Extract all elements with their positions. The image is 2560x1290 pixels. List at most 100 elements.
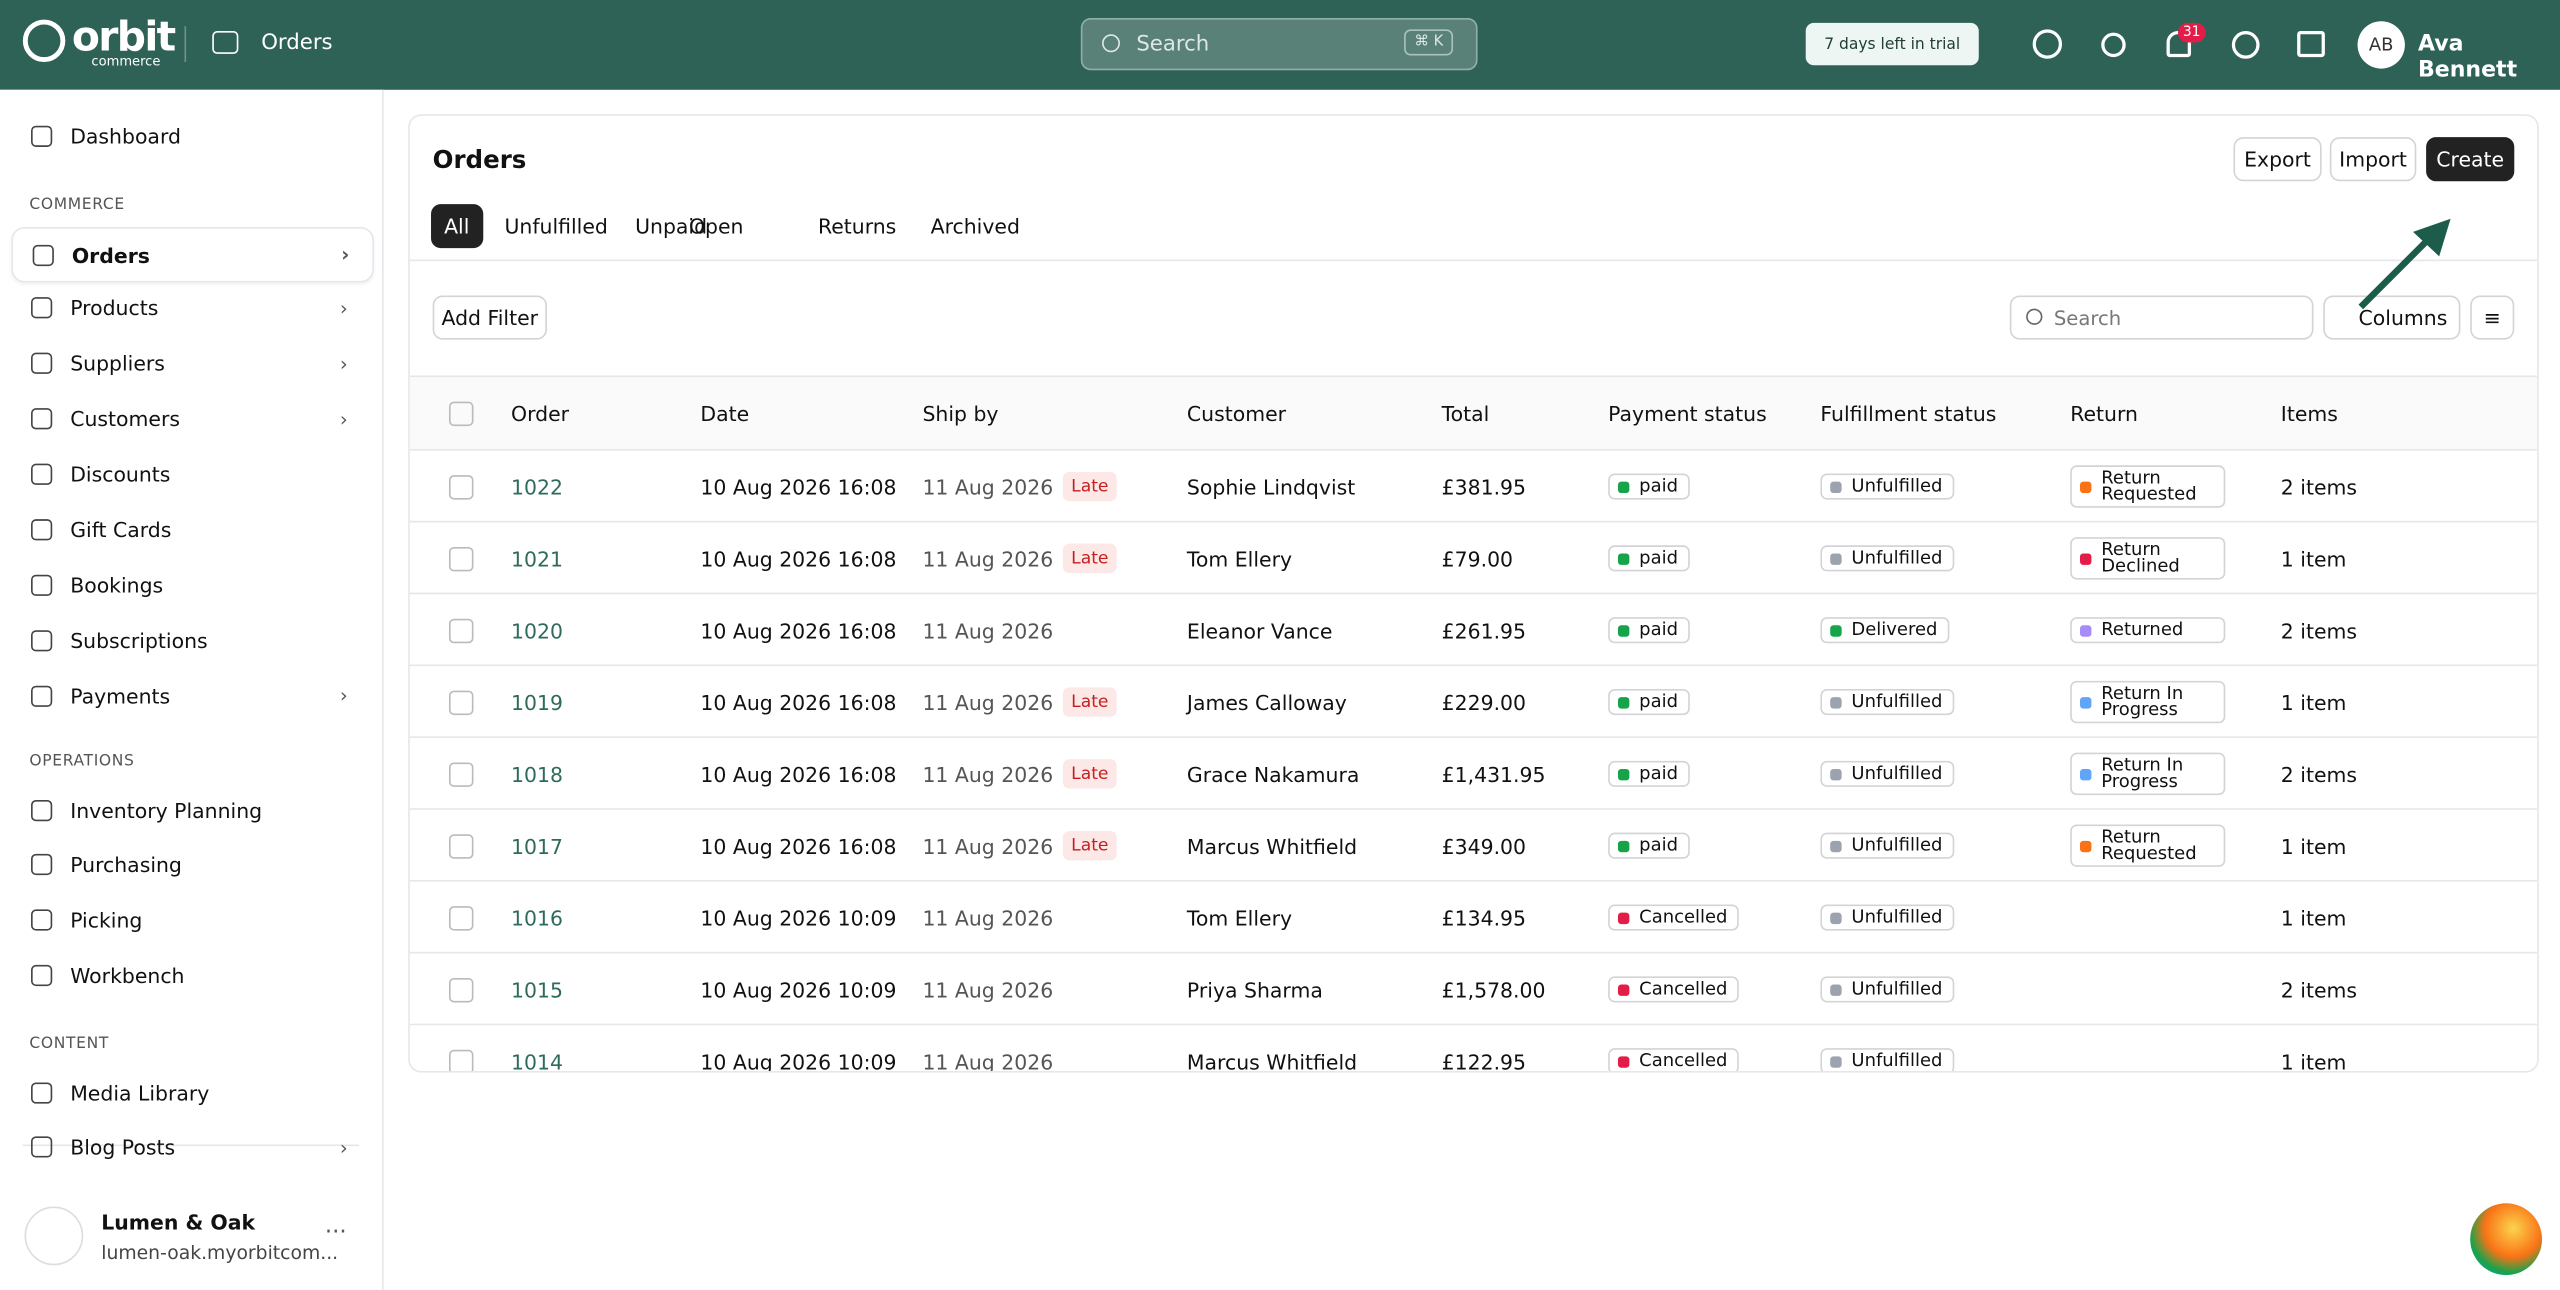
column-header[interactable]: Customer bbox=[1186, 400, 1287, 426]
row-select[interactable] bbox=[448, 522, 474, 594]
nav-item[interactable]: Picking bbox=[11, 894, 370, 946]
table-search[interactable]: Search bbox=[2009, 295, 2314, 340]
status-text: Delivered bbox=[1851, 618, 1938, 640]
order-cell[interactable]: 1019 bbox=[511, 666, 563, 738]
ship-by-cell: 11 Aug 2026 Late bbox=[922, 738, 1117, 810]
nav-item[interactable]: Media Library bbox=[11, 1066, 370, 1118]
tab[interactable]: Unfulfilled bbox=[491, 204, 620, 248]
table-row[interactable]: 1017 10 Aug 2026 16:08 11 Aug 2026 Late Marc… bbox=[409, 808, 2538, 882]
sidebar-toggle[interactable] bbox=[212, 31, 239, 54]
add-filter[interactable]: Add Filter bbox=[432, 295, 547, 340]
table-row[interactable]: 1016 10 Aug 2026 10:09 11 Aug 2026 Tom Elle… bbox=[409, 879, 2538, 954]
checkbox[interactable] bbox=[448, 546, 474, 571]
column-header[interactable]: Ship by bbox=[922, 400, 999, 426]
nav-item[interactable]: Orders › bbox=[11, 226, 374, 283]
checkbox[interactable] bbox=[448, 400, 474, 426]
checkbox[interactable] bbox=[448, 977, 474, 1002]
order-cell[interactable]: 1020 bbox=[511, 594, 563, 666]
column-header[interactable]: Order bbox=[511, 400, 570, 426]
table-row[interactable]: 1021 10 Aug 2026 16:08 11 Aug 2026 Late Tom … bbox=[409, 520, 2538, 594]
nav-item[interactable]: Customers › bbox=[11, 393, 370, 445]
column-header[interactable]: Fulfillment status bbox=[1820, 400, 1997, 426]
order-cell[interactable]: 1022 bbox=[511, 451, 563, 523]
tab[interactable]: Archived bbox=[918, 204, 1033, 248]
total-cell: £79.00 bbox=[1442, 522, 1513, 594]
checkbox[interactable] bbox=[448, 1048, 474, 1072]
select-all[interactable] bbox=[448, 377, 474, 449]
nav-item[interactable]: Dashboard bbox=[11, 109, 370, 161]
order-cell[interactable]: 1016 bbox=[511, 882, 563, 954]
nav-item[interactable]: Gift Cards bbox=[11, 504, 370, 556]
help-icon[interactable] bbox=[2032, 29, 2063, 59]
date: 10 Aug 2026 10:09 bbox=[700, 1048, 897, 1073]
section-title: COMMERCE bbox=[29, 195, 125, 214]
action-button[interactable]: Export bbox=[2233, 137, 2322, 182]
tab[interactable]: All bbox=[431, 204, 483, 249]
row-select[interactable] bbox=[448, 953, 474, 1025]
order-cell[interactable]: 1018 bbox=[511, 738, 563, 810]
order-cell[interactable]: 1017 bbox=[511, 810, 563, 882]
column-header[interactable]: Items bbox=[2280, 400, 2338, 426]
ship-by: 11 Aug 2026 bbox=[922, 977, 1054, 1002]
row-select[interactable] bbox=[448, 1025, 474, 1072]
order-cell[interactable]: 1014 bbox=[511, 1025, 563, 1071]
assistant-bubble[interactable] bbox=[2470, 1203, 2543, 1276]
nav-item[interactable]: Payments › bbox=[11, 670, 370, 722]
avatar[interactable]: AB bbox=[2357, 21, 2405, 69]
column-header[interactable]: Date bbox=[700, 400, 750, 426]
nav-item[interactable]: Products › bbox=[11, 282, 370, 334]
chevron: › bbox=[339, 407, 348, 431]
row-select[interactable] bbox=[448, 451, 474, 523]
order-cell[interactable]: 1021 bbox=[511, 522, 563, 594]
nav-item[interactable]: Workbench bbox=[11, 950, 370, 1002]
table-row[interactable]: 1015 10 Aug 2026 10:09 11 Aug 2026 Priya Sh… bbox=[409, 951, 2538, 1025]
tab[interactable]: Open bbox=[676, 204, 757, 248]
support-icon[interactable] bbox=[2231, 31, 2260, 59]
action-button[interactable]: Import bbox=[2329, 137, 2417, 182]
checkbox[interactable] bbox=[448, 905, 474, 930]
row-select[interactable] bbox=[448, 666, 474, 738]
row-select[interactable] bbox=[448, 594, 474, 666]
total: £381.95 bbox=[1441, 474, 1527, 499]
table-row[interactable]: 1014 10 Aug 2026 10:09 11 Aug 2026 Marcus W… bbox=[409, 1023, 2538, 1073]
nav-label: Suppliers bbox=[70, 351, 165, 376]
checkbox[interactable] bbox=[448, 474, 474, 499]
checkbox[interactable] bbox=[448, 617, 474, 643]
sort-button[interactable]: ≡ bbox=[2470, 295, 2515, 340]
store-switcher[interactable]: Lumen & Oak lumen-oak.myorbitcom... ··· bbox=[0, 1125, 382, 1290]
nav-item[interactable]: Discounts bbox=[11, 448, 370, 500]
trial-badge[interactable]: 7 days left in trial bbox=[1805, 22, 1979, 66]
more-menu[interactable]: ··· bbox=[324, 1219, 347, 1246]
theme-icon[interactable] bbox=[2101, 32, 2126, 58]
user-name[interactable]: Ava Bennett bbox=[2417, 31, 2518, 84]
nav-item[interactable]: Bookings bbox=[11, 559, 370, 611]
columns-button[interactable]: Columns bbox=[2323, 295, 2461, 340]
table-row[interactable]: 1022 10 Aug 2026 16:08 11 Aug 2026 Late Soph… bbox=[409, 448, 2538, 523]
tab[interactable]: Returns bbox=[805, 204, 909, 248]
global-search[interactable]: Search ⌘ K bbox=[1080, 17, 1478, 71]
table-row[interactable]: 1018 10 Aug 2026 16:08 11 Aug 2026 Late Grac… bbox=[409, 736, 2538, 810]
nav-item[interactable]: Purchasing bbox=[11, 839, 370, 891]
column-header[interactable]: Total bbox=[1441, 400, 1490, 426]
row-select[interactable] bbox=[448, 882, 474, 954]
column-header[interactable]: Payment status bbox=[1608, 400, 1767, 426]
table-row[interactable]: 1019 10 Aug 2026 16:08 11 Aug 2026 Late Jame… bbox=[409, 664, 2538, 738]
row-select[interactable] bbox=[448, 738, 474, 810]
checkbox[interactable] bbox=[448, 761, 474, 787]
tab[interactable]: Unpaid bbox=[622, 204, 720, 248]
table-row[interactable]: 1020 10 Aug 2026 16:08 11 Aug 2026 Eleanor … bbox=[409, 592, 2538, 666]
nav-item[interactable]: Subscriptions bbox=[11, 614, 370, 666]
tab-label: Open bbox=[688, 213, 744, 239]
nav-icon bbox=[31, 353, 53, 375]
row-select[interactable] bbox=[448, 810, 474, 882]
checkbox[interactable] bbox=[448, 833, 474, 858]
nav-item[interactable]: Blog Posts › bbox=[11, 1121, 370, 1173]
nav-item[interactable]: Suppliers › bbox=[11, 338, 370, 390]
action-button[interactable]: Create bbox=[2426, 137, 2515, 182]
store-icon[interactable] bbox=[2297, 31, 2325, 58]
order-cell[interactable]: 1015 bbox=[511, 953, 563, 1025]
checkbox[interactable] bbox=[448, 689, 474, 715]
column-header[interactable]: Return bbox=[2070, 400, 2138, 426]
nav-item[interactable]: Inventory Planning bbox=[11, 784, 370, 836]
fulfillment-badge: Unfulfilled bbox=[1820, 832, 1954, 859]
